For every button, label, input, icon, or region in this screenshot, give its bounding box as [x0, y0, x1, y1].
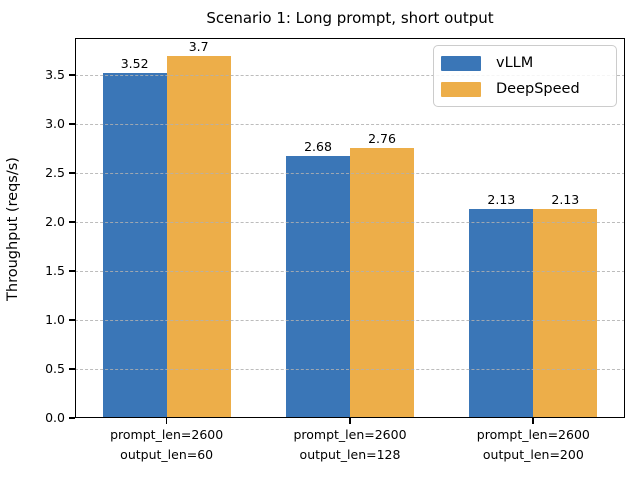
bar-value-label: 3.7: [188, 38, 209, 54]
bar-value-label: 2.13: [551, 192, 580, 208]
x-tick-label: prompt_len=2600 output_len=60: [110, 427, 224, 462]
gridline-y-1.5: [75, 271, 625, 273]
y-tick-mark: [69, 417, 75, 419]
legend-item-vllm: vLLM: [441, 55, 606, 71]
bar-deepspeed-group3: [533, 209, 598, 418]
gridline-y-2.0: [75, 222, 625, 224]
y-tick-label: 1.0: [45, 312, 65, 328]
legend: vLLM DeepSpeed: [433, 45, 617, 107]
bar-vllm-group1: [102, 73, 167, 418]
y-tick-label: 1.5: [45, 263, 65, 279]
bar-vllm-group3: [469, 209, 534, 418]
y-tick-label: 2.5: [45, 165, 65, 181]
x-tick-label: prompt_len=2600 output_len=200: [476, 427, 590, 462]
x-tick-mark: [349, 418, 351, 424]
plot-area: 3.52 3.7 2.68 2.76 2.13 2.13: [75, 38, 625, 418]
gridline-y-1.0: [75, 320, 625, 322]
x-tick-label: prompt_len=2600 output_len=128: [293, 427, 407, 462]
bar-value-label: 2.13: [487, 192, 516, 208]
gridline-y-2.5: [75, 173, 625, 175]
y-tick-mark: [69, 270, 75, 272]
y-tick-label: 0.0: [45, 410, 65, 425]
y-tick-mark: [69, 221, 75, 223]
y-tick-mark: [69, 319, 75, 321]
bar-deepspeed-group1: [166, 55, 231, 418]
y-tick-label: 0.5: [45, 361, 65, 377]
y-tick-label: 3.5: [45, 67, 65, 83]
y-tick-mark: [69, 74, 75, 76]
x-tick-mark: [165, 418, 168, 424]
bar-value-label: 3.52: [120, 56, 149, 72]
bar-deepspeed-group2: [350, 147, 414, 418]
legend-label-deepspeed: DeepSpeed: [496, 81, 580, 97]
y-tick-label: 2.0: [45, 214, 65, 230]
y-tick-mark: [69, 123, 75, 125]
bar-vllm-group2: [286, 155, 350, 418]
gridline-y-3.0: [75, 124, 625, 126]
y-tick-mark: [69, 172, 75, 174]
bar-value-label: 2.68: [304, 138, 332, 154]
y-tick-mark: [69, 368, 75, 370]
bar-value-label: 2.76: [368, 130, 396, 146]
legend-swatch-deepspeed: [441, 81, 481, 97]
chart-title: Scenario 1: Long prompt, short output: [206, 9, 494, 27]
gridline-y-0.5: [75, 369, 625, 371]
legend-item-deepspeed: DeepSpeed: [441, 81, 606, 97]
x-tick-mark: [532, 418, 534, 424]
legend-label-vllm: vLLM: [496, 55, 534, 71]
gridline-y-3.5: [75, 75, 625, 77]
y-tick-label: 3.0: [45, 116, 65, 132]
legend-swatch-vllm: [441, 55, 481, 71]
